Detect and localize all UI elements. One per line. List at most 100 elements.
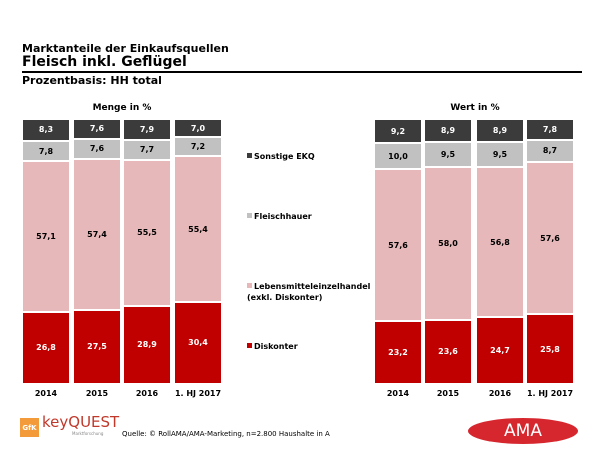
title-rule [22, 71, 582, 73]
data-label: 57,1 [36, 231, 56, 241]
gfk-logo: GfK [20, 418, 39, 437]
stacked-bar: 8,3 7,8 57,1 26,8 [23, 120, 69, 383]
legend-item: Fleischhauer [247, 211, 312, 222]
x-tick-label: 2014 [386, 389, 410, 398]
x-tick-label: 2015 [436, 389, 460, 398]
legend-swatch [247, 283, 252, 288]
data-label: 7,6 [89, 124, 105, 134]
bar-segment-sonstige: 9,2 [375, 120, 421, 145]
data-label: 57,6 [388, 240, 408, 250]
data-label: 7,2 [190, 142, 206, 152]
data-label: 8,7 [542, 146, 558, 156]
legend-label: Diskonter [254, 342, 298, 351]
bar-segment-sonstige: 8,9 [425, 120, 471, 144]
data-label: 55,4 [188, 224, 208, 234]
data-label: 56,8 [490, 237, 510, 247]
bar-segment-fleischhauer: 9,5 [477, 143, 523, 169]
keyquest-logo: keyQUEST [42, 413, 120, 431]
legend-label: Lebensmitteleinzelhandel [254, 282, 371, 291]
data-label: 8,9 [440, 126, 456, 136]
data-label: 9,5 [492, 150, 508, 160]
data-label: 57,4 [87, 229, 107, 239]
x-tick-label: 2014 [34, 389, 58, 398]
bar-segment-fleischhauer: 7,8 [23, 141, 69, 163]
bar-segment-fleischhauer: 9,5 [425, 143, 471, 169]
bar-segment-sonstige: 8,9 [477, 120, 523, 144]
bar-segment-lebensmitteleinzelhandel: 55,5 [124, 161, 170, 307]
bar-segment-sonstige: 7,0 [175, 120, 221, 139]
legend-item: Sonstige EKQ [247, 151, 315, 162]
data-label: 27,5 [87, 342, 107, 352]
legend-swatch [247, 343, 252, 348]
x-tick-label: 2015 [85, 389, 109, 398]
bar-segment-sonstige: 7,8 [527, 120, 573, 141]
chart-title-wert: Wert in % [450, 103, 500, 113]
stacked-bar: 7,6 7,6 57,4 27,5 [74, 120, 120, 383]
bar-segment-diskonter: 25,8 [527, 315, 573, 383]
bar-segment-lebensmitteleinzelhandel: 57,1 [23, 162, 69, 313]
x-tick-label: 2016 [488, 389, 512, 398]
bar-segment-diskonter: 23,6 [425, 320, 471, 383]
bar-segment-lebensmitteleinzelhandel: 57,4 [74, 159, 120, 311]
data-label: 58,0 [438, 239, 458, 249]
ama-logo: AMA [468, 418, 578, 444]
stacked-bar: 9,2 10,0 57,6 23,2 [375, 120, 421, 383]
data-label: 55,5 [137, 228, 157, 238]
data-label: 7,6 [89, 144, 105, 154]
bar-segment-diskonter: 23,2 [375, 321, 421, 383]
bar-segment-diskonter: 26,8 [23, 312, 69, 383]
bar-segment-sonstige: 7,6 [74, 120, 120, 140]
legend-item: Lebensmitteleinzelhandel (exkl. Diskonter… [247, 281, 370, 303]
bar-segment-diskonter: 28,9 [124, 306, 170, 383]
supertitle: Marktanteile der Einkaufsquellen [22, 42, 229, 55]
data-label: 7,9 [139, 124, 155, 134]
bar-segment-lebensmitteleinzelhandel: 57,6 [375, 170, 421, 322]
bar-segment-fleischhauer: 8,7 [527, 140, 573, 164]
data-label: 28,9 [137, 340, 157, 350]
bar-segment-fleischhauer: 7,6 [74, 139, 120, 160]
stacked-bar: 7,8 8,7 57,6 25,8 [527, 120, 573, 383]
bar-segment-fleischhauer: 7,2 [175, 138, 221, 158]
bar-segment-fleischhauer: 10,0 [375, 144, 421, 171]
legend-label: (exkl. Diskonter) [247, 293, 323, 302]
data-label: 7,8 [38, 146, 54, 156]
data-label: 10,0 [388, 151, 408, 161]
data-label: 7,7 [139, 145, 155, 155]
data-label: 23,6 [438, 347, 458, 357]
data-label: 8,3 [38, 125, 54, 135]
data-label: 7,0 [190, 123, 206, 133]
data-label: 23,2 [388, 347, 408, 357]
bar-segment-lebensmitteleinzelhandel: 57,6 [527, 163, 573, 316]
x-tick-label: 1. HJ 2017 [526, 389, 574, 398]
bar-segment-lebensmitteleinzelhandel: 56,8 [477, 168, 523, 318]
bar-segment-diskonter: 24,7 [477, 317, 523, 383]
keyquest-logo-sub: Marktforschung [72, 431, 104, 436]
bar-segment-sonstige: 8,3 [23, 120, 69, 142]
source-note: Quelle: © RollAMA/AMA-Marketing, n=2.800… [122, 430, 330, 438]
percent-basis: Prozentbasis: HH total [22, 74, 162, 87]
data-label: 7,8 [542, 124, 558, 134]
bar-segment-diskonter: 30,4 [175, 303, 221, 383]
chart-title-menge: Menge in % [92, 103, 152, 113]
legend-swatch [247, 153, 252, 158]
x-tick-label: 1. HJ 2017 [174, 389, 222, 398]
stacked-bar: 8,9 9,5 56,8 24,7 [477, 120, 523, 383]
stacked-bar: 7,9 7,7 55,5 28,9 [124, 120, 170, 383]
legend-label: Sonstige EKQ [254, 152, 315, 161]
data-label: 30,4 [188, 338, 208, 348]
legend-label: Fleischhauer [254, 212, 312, 221]
data-label: 9,2 [390, 126, 406, 136]
bar-segment-lebensmitteleinzelhandel: 58,0 [425, 168, 471, 321]
legend-swatch [247, 213, 252, 218]
data-label: 8,9 [492, 126, 508, 136]
data-label: 57,6 [540, 233, 560, 243]
x-tick-label: 2016 [135, 389, 159, 398]
stacked-bar: 7,0 7,2 55,4 30,4 [175, 120, 221, 383]
stacked-bar: 8,9 9,5 58,0 23,6 [425, 120, 471, 383]
legend-item: Diskonter [247, 341, 298, 352]
bar-segment-lebensmitteleinzelhandel: 55,4 [175, 157, 221, 304]
bar-segment-sonstige: 7,9 [124, 120, 170, 141]
page-title: Fleisch inkl. Geflügel [22, 54, 187, 70]
data-label: 26,8 [36, 343, 56, 353]
data-label: 9,5 [440, 150, 456, 160]
